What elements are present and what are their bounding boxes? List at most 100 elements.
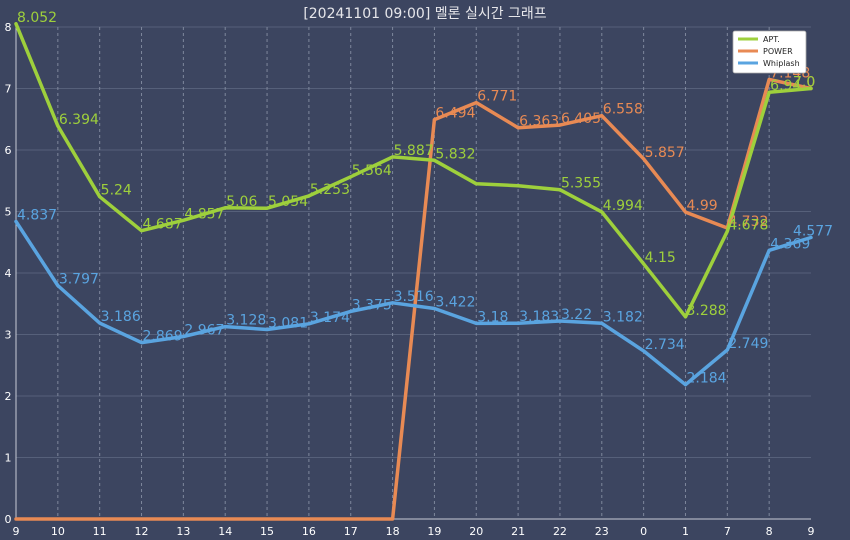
data-point	[181, 218, 185, 222]
data-point	[725, 229, 729, 233]
data-point	[642, 262, 646, 266]
data-label: 6.405	[561, 111, 601, 127]
x-tick-label: 22	[553, 525, 567, 538]
data-label: 4.732	[728, 214, 768, 230]
data-point	[265, 328, 269, 332]
series-apt	[14, 22, 813, 319]
data-label: 3.288	[686, 303, 726, 319]
data-label: 2.749	[728, 336, 768, 352]
data-point	[307, 517, 311, 521]
x-tick-label: 9	[808, 525, 815, 538]
x-tick-label: 7	[724, 525, 731, 538]
data-point	[642, 157, 646, 161]
data-point	[600, 210, 604, 214]
y-tick-label: 8	[5, 21, 12, 34]
data-point	[432, 118, 436, 122]
data-point	[56, 283, 60, 287]
series-line-power	[14, 77, 813, 521]
y-tick-label: 5	[5, 206, 12, 219]
data-label: 6.363	[519, 114, 559, 130]
data-point	[140, 229, 144, 233]
data-label: 3.182	[603, 309, 643, 325]
data-point	[809, 236, 813, 240]
data-point	[98, 517, 102, 521]
data-point	[223, 517, 227, 521]
data-point	[558, 123, 562, 127]
data-point	[14, 220, 18, 224]
y-tick-label: 3	[5, 329, 12, 342]
series-power	[14, 77, 813, 521]
data-label: 6.771	[477, 89, 517, 105]
y-tick-label: 6	[5, 144, 12, 157]
data-point	[432, 307, 436, 311]
data-label: 4.837	[17, 208, 57, 224]
data-label: 6.558	[603, 102, 643, 118]
data-label: 3.516	[394, 289, 434, 305]
x-tick-label: 9	[13, 525, 20, 538]
data-point	[516, 321, 520, 325]
data-point	[98, 321, 102, 325]
data-label: 2.734	[645, 337, 685, 353]
y-tick-labels: 0 1 2 3 4 5 6 7 8	[5, 21, 12, 526]
data-point	[725, 348, 729, 352]
data-label: 8.052	[17, 10, 57, 26]
chart-title: [20241101 09:00] 멜론 실시간 그래프	[303, 6, 546, 22]
series-whiplash	[14, 219, 813, 387]
data-label: 4.678	[728, 217, 768, 233]
data-point	[767, 248, 771, 252]
data-point	[223, 206, 227, 210]
grid-lines	[16, 26, 811, 520]
data-label: 6.494	[435, 106, 475, 122]
data-label: 5.06	[226, 194, 257, 210]
data-label: 5.887	[394, 143, 434, 159]
legend: APT. POWER Whiplash	[732, 30, 807, 74]
data-point	[265, 206, 269, 210]
x-tick-label: 11	[93, 525, 107, 538]
data-label: 3.375	[352, 297, 392, 313]
data-point	[349, 309, 353, 313]
data-label: 3.081	[268, 316, 308, 332]
legend-label: POWER	[763, 47, 793, 56]
data-point	[140, 517, 144, 521]
data-label: 5.253	[310, 182, 350, 198]
data-point	[265, 517, 269, 521]
data-point	[642, 349, 646, 353]
data-label: 3.422	[435, 295, 475, 311]
data-label: 7.0	[793, 75, 815, 91]
data-point	[181, 517, 185, 521]
y-tick-label: 0	[5, 513, 12, 526]
data-label: 3.128	[226, 313, 266, 329]
x-tick-label: 21	[511, 525, 525, 538]
data-label: 4.857	[184, 206, 224, 222]
data-label: 4.15	[645, 250, 676, 266]
x-tick-label: 12	[135, 525, 149, 538]
x-tick-label: 14	[218, 525, 232, 538]
data-point	[767, 77, 771, 81]
data-point	[98, 195, 102, 199]
data-label: 5.832	[435, 146, 475, 162]
x-tick-label: 23	[595, 525, 609, 538]
data-label: 3.22	[561, 307, 592, 323]
data-point	[181, 335, 185, 339]
data-point	[558, 319, 562, 323]
data-label: 7.0	[793, 75, 815, 91]
data-point	[307, 194, 311, 198]
x-tick-label: 18	[386, 525, 400, 538]
data-point	[307, 322, 311, 326]
x-tick-label: 20	[469, 525, 483, 538]
data-point	[56, 124, 60, 128]
legend-label: APT.	[763, 35, 780, 44]
legend-label: Whiplash	[763, 59, 800, 68]
y-tick-label: 4	[5, 267, 12, 280]
data-label: 4.994	[603, 198, 643, 214]
data-point	[809, 87, 813, 90]
data-point	[391, 301, 395, 305]
y-tick-label: 2	[5, 390, 12, 403]
data-point	[683, 315, 687, 319]
x-tick-label: 10	[51, 525, 65, 538]
data-point	[223, 325, 227, 329]
data-point	[349, 175, 353, 179]
data-label: 4.99	[686, 198, 717, 214]
data-label: 2.184	[686, 371, 726, 387]
